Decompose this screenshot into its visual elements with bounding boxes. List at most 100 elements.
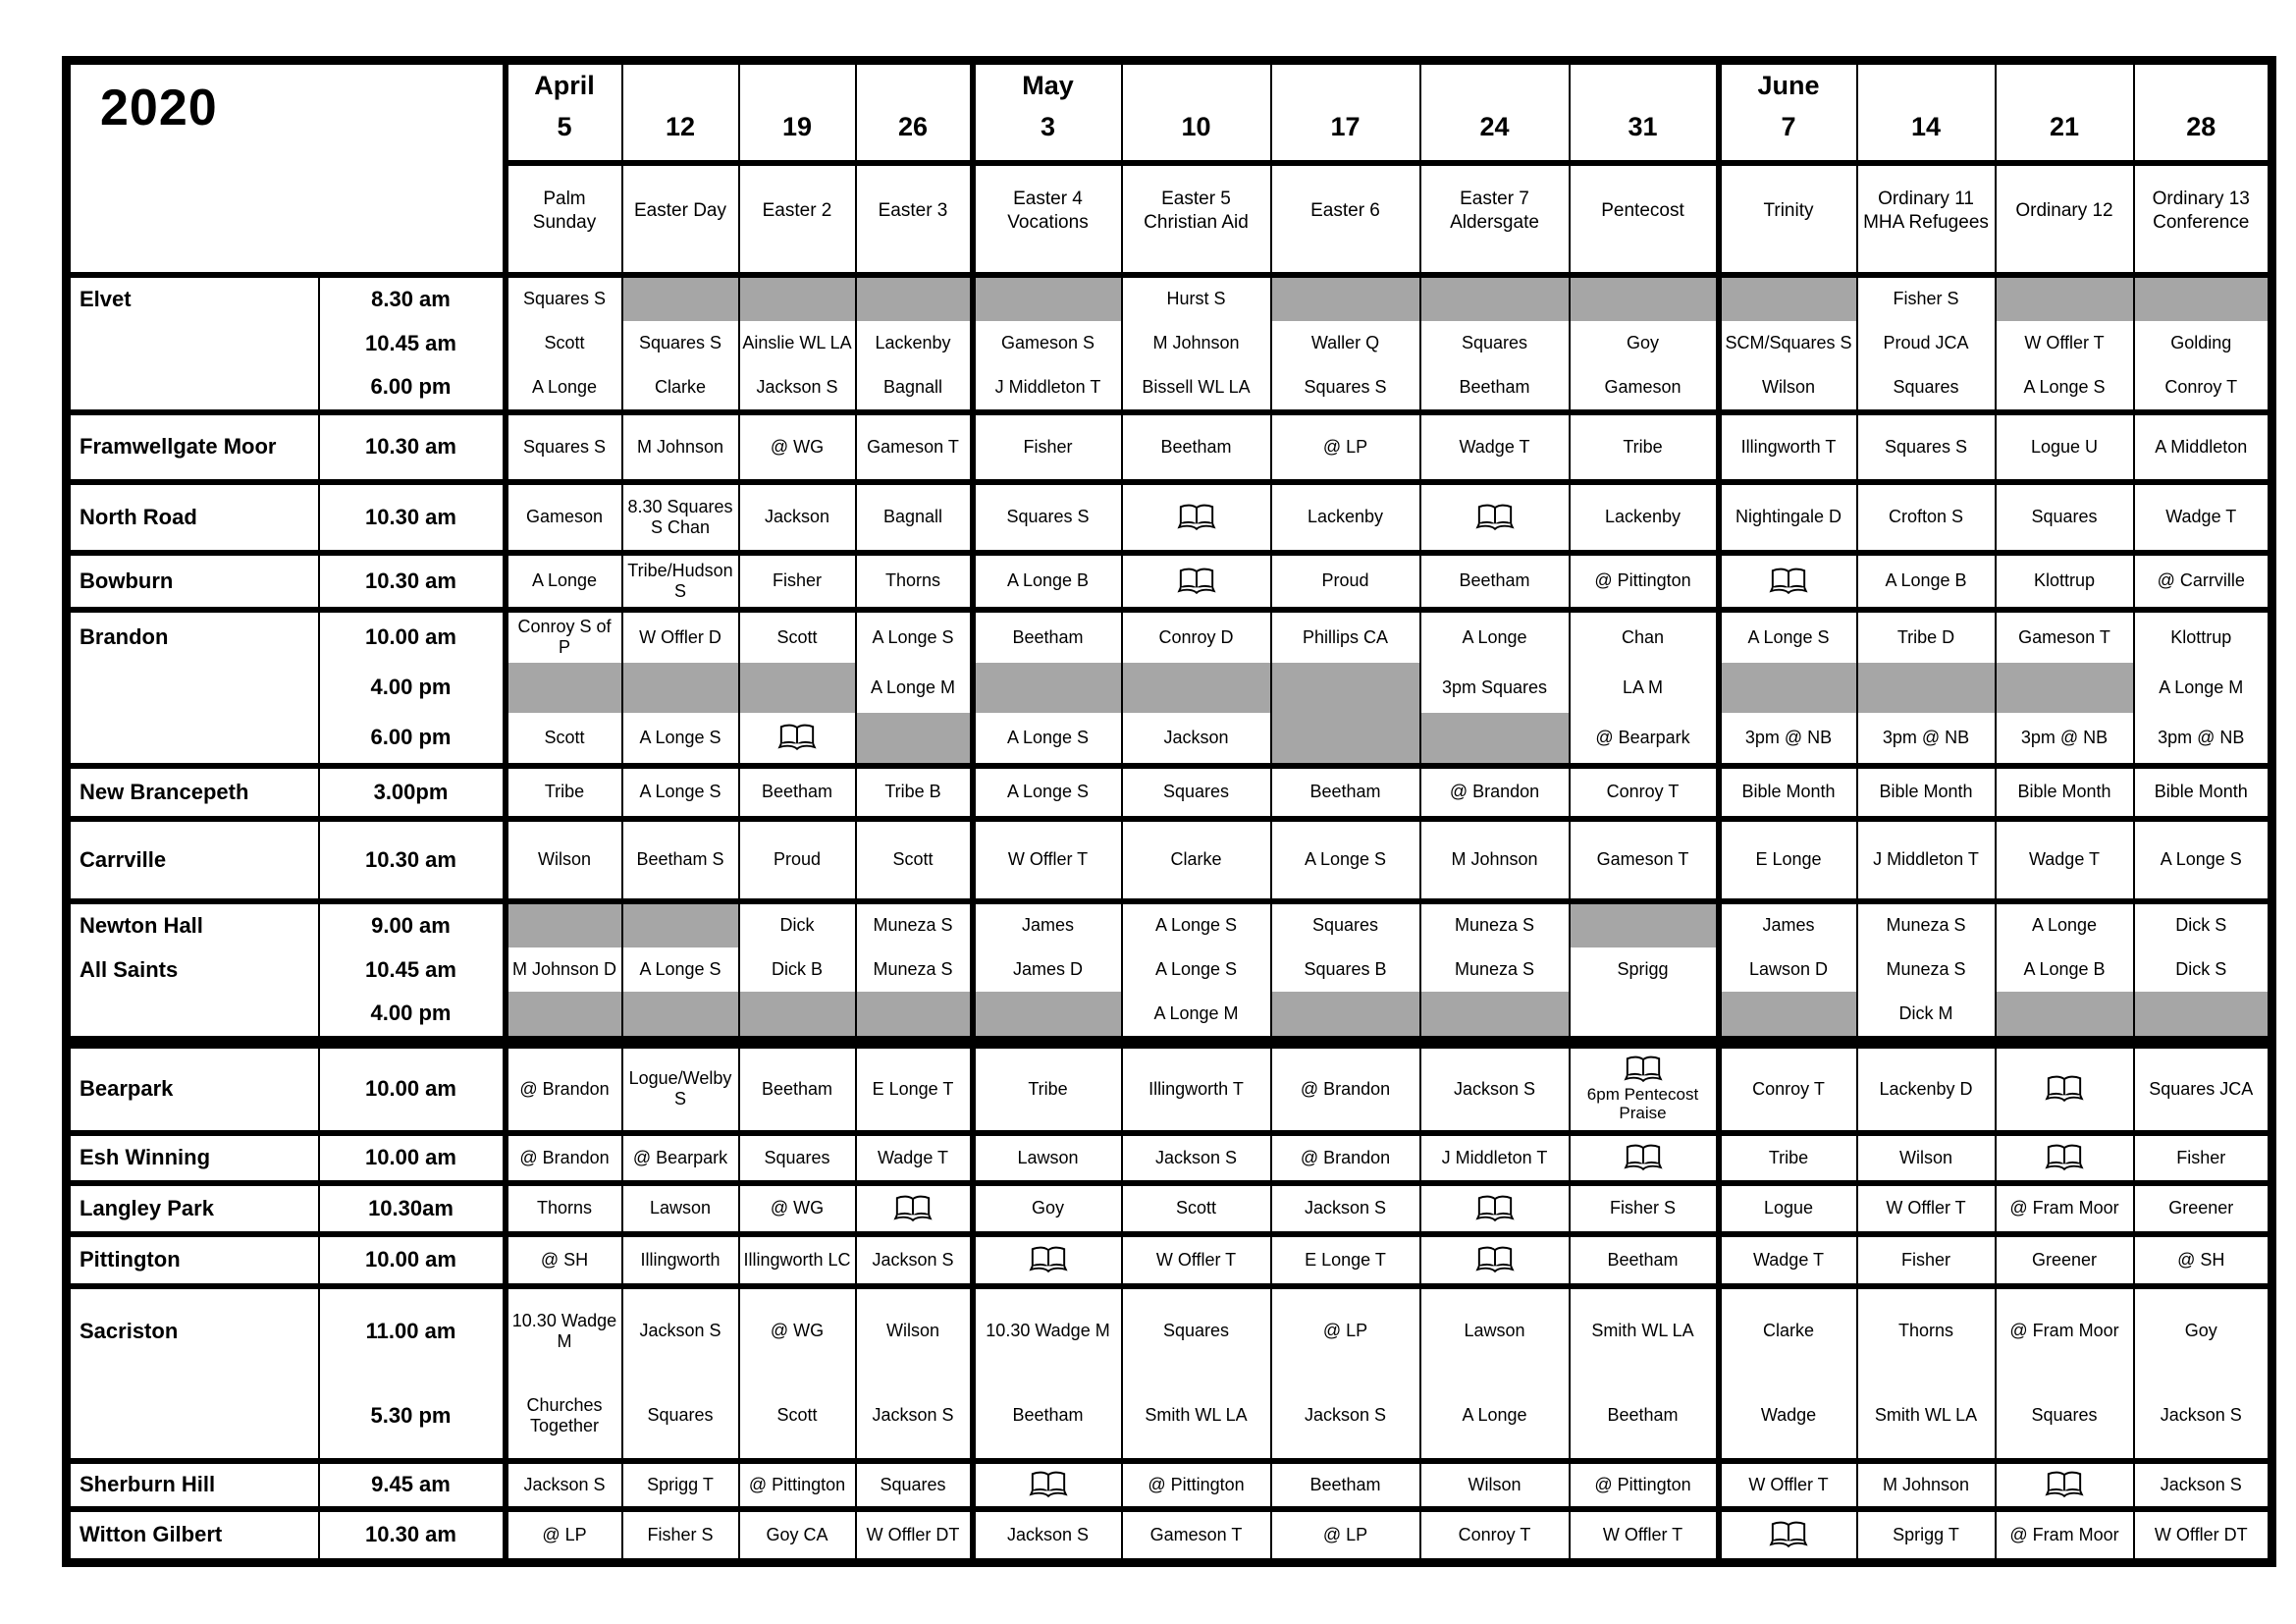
rota-entry: Lackenby bbox=[1604, 507, 1682, 527]
rota-cell: Dick Dick B bbox=[737, 897, 857, 1043]
no-service-cell bbox=[1571, 280, 1716, 322]
rota-entry: Bible Month bbox=[2154, 782, 2248, 802]
rota-cell bbox=[1120, 549, 1272, 611]
rota-entry: Jackson S bbox=[2160, 1405, 2242, 1426]
rota-entry: W Offler DT bbox=[866, 1524, 960, 1544]
rota-cell: Beetham bbox=[737, 762, 857, 820]
no-service-cell bbox=[740, 991, 854, 1036]
rota-entry: Fisher bbox=[1900, 1249, 1950, 1270]
rota-entry: Lawson D bbox=[1748, 959, 1829, 980]
rota-entry: Beetham bbox=[1012, 626, 1084, 647]
rota-cell bbox=[1715, 549, 1858, 611]
service-times: 10.00 am bbox=[317, 1129, 508, 1184]
rota-entry: Jackson S bbox=[639, 1321, 721, 1341]
church-name-label: New Brancepeth bbox=[80, 779, 249, 804]
church-name-label: Witton Gilbert bbox=[80, 1522, 223, 1547]
rota-cell: Gameson T bbox=[1568, 815, 1720, 902]
rota-cell: Jackson S Squares bbox=[620, 1282, 740, 1462]
own-arrangement-cell bbox=[1422, 1189, 1568, 1231]
rota-entry: James D bbox=[1012, 959, 1083, 980]
service-times: 10.00 am 4.00 pm 6.00 pm bbox=[317, 606, 508, 767]
open-book-icon bbox=[2045, 1075, 2084, 1103]
own-arrangement-cell bbox=[1422, 488, 1568, 550]
rota-entry: Sprigg T bbox=[1893, 1524, 1959, 1544]
rota-cell: Illingworth bbox=[620, 1230, 740, 1287]
rota-entry: Dick S bbox=[2175, 915, 2227, 936]
church-name: Sacriston bbox=[65, 1282, 320, 1462]
church-name-label: Newton Hall bbox=[80, 913, 203, 939]
own-arrangement-cell bbox=[1998, 1055, 2132, 1130]
no-service-cell bbox=[1272, 712, 1418, 763]
date-header: 10 bbox=[1120, 59, 1272, 166]
church-name-label: Bowburn bbox=[80, 568, 174, 593]
church-name: Newton Hall All Saints bbox=[65, 897, 320, 1043]
rota-entry: A Longe S bbox=[1304, 849, 1387, 870]
rota-entry: Squares S bbox=[638, 333, 722, 353]
rota-cell: Tribe bbox=[1568, 408, 1720, 483]
rota-entry: 3pm @ NB bbox=[1744, 727, 1833, 747]
open-book-icon bbox=[2045, 1144, 2084, 1171]
rota-entry: M Johnson bbox=[1152, 333, 1240, 353]
festival-header: Easter 4 Vocations bbox=[969, 161, 1123, 278]
rota-entry: @ SH bbox=[2177, 1249, 2225, 1270]
rota-cell: Wilson Jackson S bbox=[854, 1282, 974, 1462]
rota-entry: Illingworth T bbox=[1740, 436, 1837, 457]
date-header: 19 bbox=[737, 59, 857, 166]
rota-entry: Jackson S bbox=[2160, 1474, 2242, 1494]
own-arrangement-cell bbox=[1998, 1467, 2132, 1506]
no-service-cell bbox=[1272, 662, 1418, 713]
day-number: 17 bbox=[1330, 112, 1361, 141]
rota-cell: Gameson T bbox=[1120, 1505, 1272, 1563]
rota-entry: Thorns bbox=[884, 570, 941, 591]
service-times: 8.30 am 10.45 am 6.00 pm bbox=[317, 271, 508, 413]
rota-cell: Thorns bbox=[504, 1179, 623, 1235]
rota-entry: J Middleton T bbox=[1441, 1147, 1548, 1167]
rota-cell: A Longe S A Longe S A Longe M bbox=[1120, 897, 1272, 1043]
rota-cell: 10.30 Wadge M Churches Together bbox=[504, 1282, 623, 1462]
rota-entry: Ainslie WL LA bbox=[742, 333, 852, 353]
rota-entry: 10.30 Wadge M bbox=[511, 1310, 617, 1351]
rota-entry: A Longe S bbox=[1747, 626, 1830, 647]
rota-cell: Thorns bbox=[854, 549, 974, 611]
rota-cell: Beetham bbox=[1269, 762, 1421, 820]
rota-entry: Proud bbox=[773, 849, 822, 870]
rota-entry: Bible Month bbox=[1741, 782, 1836, 802]
rota-cell: M Johnson bbox=[620, 408, 740, 483]
open-book-icon bbox=[1623, 1144, 1663, 1171]
rota-entry: Squares bbox=[1162, 782, 1230, 802]
no-service-cell bbox=[857, 280, 970, 322]
rota-cell: Wadge T bbox=[1994, 815, 2135, 902]
rota-entry: 3pm @ NB bbox=[1882, 727, 1970, 747]
rota-cell: A Longe S 3pm @ NB bbox=[1715, 606, 1858, 767]
day-number: 24 bbox=[1479, 112, 1510, 141]
rota-entry: A Middleton bbox=[2155, 436, 2248, 457]
rota-cell: Tribe bbox=[1715, 1129, 1858, 1184]
no-service-cell bbox=[1421, 280, 1568, 322]
rota-entry: Wilson bbox=[1468, 1474, 1522, 1494]
rota-cell: Beetham bbox=[1120, 408, 1272, 483]
rota-cell: Greener bbox=[1994, 1230, 2135, 1287]
rota-cell: Squares Squares B bbox=[1269, 897, 1421, 1043]
rota-entry: A Longe bbox=[531, 570, 598, 591]
rota-cell: W Offler T A Longe S bbox=[1994, 271, 2135, 413]
own-arrangement-cell bbox=[741, 713, 854, 763]
time-slot-label: 6.00 pm bbox=[370, 374, 452, 400]
rota-entry: Smith WL LA bbox=[1591, 1321, 1694, 1341]
rota-cell: Chan LA M @ Bearpark bbox=[1568, 606, 1720, 767]
open-book-icon bbox=[777, 724, 817, 751]
no-service-cell bbox=[857, 991, 970, 1036]
rota-cell: J Middleton T bbox=[1855, 815, 1997, 902]
month-label bbox=[1422, 65, 1568, 114]
service-times: 9.45 am bbox=[317, 1457, 508, 1510]
rota-cell: W Offler T bbox=[1120, 1230, 1272, 1287]
rota-entry: Muneza S bbox=[873, 959, 953, 980]
rota-cell: A Longe A Longe B bbox=[1994, 897, 2135, 1043]
rota-entry: A Longe S bbox=[1006, 782, 1090, 802]
church-name-label bbox=[71, 365, 317, 409]
no-service-cell bbox=[507, 662, 620, 713]
rota-cell: Gameson S J Middleton T bbox=[969, 271, 1123, 413]
church-name-label bbox=[71, 1374, 317, 1458]
rota-entry: Conroy T bbox=[1752, 1078, 1825, 1099]
rota-cell: @ SH bbox=[2132, 1230, 2273, 1287]
festival-header: Trinity bbox=[1715, 161, 1858, 278]
